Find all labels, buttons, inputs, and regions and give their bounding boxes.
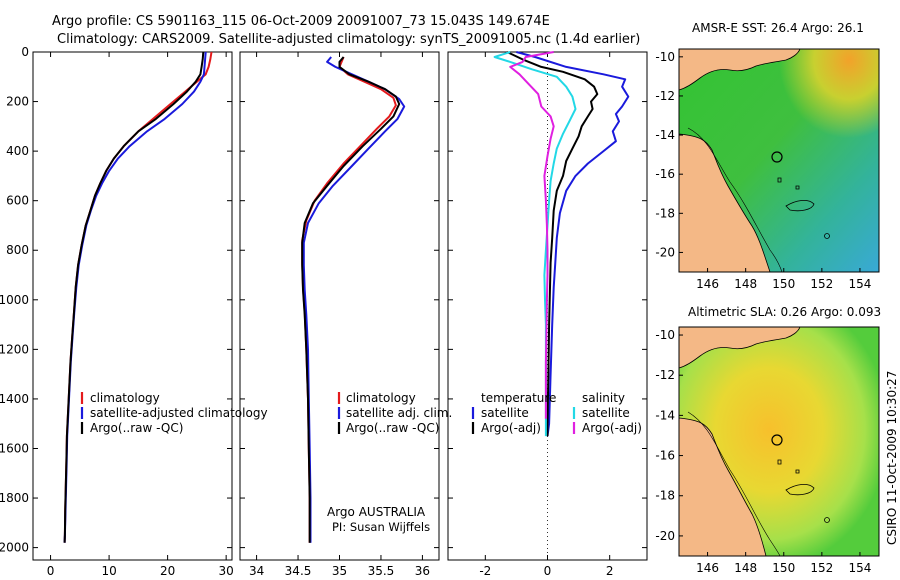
sla-map-axes: 146 148 150 152 154 -10 -12 -14 -16 -18 -20: [655, 328, 871, 575]
map-x-tick-label: 152: [810, 277, 833, 291]
map-x-tick-label: 150: [772, 561, 795, 575]
sla-land-new-guinea: [679, 327, 801, 369]
x-tick-label: 34.5: [285, 564, 312, 578]
legend-temperature-title: temperature: [481, 391, 556, 405]
map-x-tick-label: 148: [734, 277, 757, 291]
difference-series-temperature-satellite: [516, 51, 630, 437]
salinity-legend: climatology satellite adj. clim. Argo(..…: [327, 391, 452, 534]
x-tick-label: 2: [606, 564, 614, 578]
sst-map-title: AMSR-E SST: 26.4 Argo: 26.1: [692, 21, 864, 35]
sla-island: [824, 517, 830, 523]
x-tick-label: 10: [101, 564, 116, 578]
map-y-tick-label: -14: [655, 408, 675, 422]
legend-satellite: satellite adj. clim.: [346, 406, 452, 420]
difference-legend: temperature salinity satellite Argo(-adj…: [471, 391, 642, 435]
difference-series-temperature-argo-adj-: [506, 51, 599, 437]
difference-series-salinity-argo-adj-: [509, 51, 555, 419]
sst-land-new-guinea: [679, 49, 801, 91]
sla-map-title: Altimetric SLA: 0.26 Argo: 0.093: [688, 305, 881, 319]
x-tick-label: 30: [219, 564, 234, 578]
map-y-tick-label: -18: [655, 489, 675, 503]
difference-series-salinity-satellite: [493, 51, 577, 437]
sla-map-frame: [678, 326, 880, 557]
map-x-tick-label: 150: [772, 277, 795, 291]
map-y-tick-label: -18: [655, 206, 675, 220]
legend-sal-argo: Argo(-adj): [582, 421, 642, 435]
sst-land-australia: [679, 133, 771, 272]
y-tick-label: 1400: [0, 392, 29, 406]
temperature-panel: 0102030temperature0200400600800100012001…: [0, 45, 234, 580]
x-tick-label: -2: [479, 564, 491, 578]
x-tick-label: 20: [160, 564, 175, 578]
sst-argo-marker: [771, 151, 783, 163]
side-timestamp: CSIRO 11-Oct-2009 10:30:27: [885, 371, 899, 545]
map-x-tick-label: 148: [734, 561, 757, 575]
temperature-series-argo-raw-qc-: [63, 51, 205, 543]
temperature-frame: [32, 51, 233, 561]
y-tick-label: 1600: [0, 441, 29, 455]
y-tick-label: 2000: [0, 541, 29, 555]
x-tick-label: 36: [415, 564, 430, 578]
sla-land-australia: [679, 417, 767, 556]
y-tick-label: 0: [21, 45, 29, 59]
pi-label: PI: Susan Wijffels: [332, 520, 430, 534]
sst-island: [824, 233, 830, 239]
map-y-tick-label: -20: [655, 529, 675, 543]
legend-temp-satellite: satellite: [481, 406, 529, 420]
legend-temp-argo: Argo(-adj): [481, 421, 541, 435]
y-tick-label: 1800: [0, 491, 29, 505]
legend-satellite: satellite-adjusted climatology: [90, 406, 268, 420]
map-y-tick-label: -12: [655, 368, 675, 382]
argo-australia-label: Argo AUSTRALIA: [327, 505, 426, 519]
map-y-tick-label: -10: [655, 328, 675, 342]
map-y-tick-label: -20: [655, 245, 675, 259]
salinity-frame: [239, 51, 440, 561]
legend-argo: Argo(..raw -QC): [346, 421, 439, 435]
map-x-tick-label: 154: [848, 277, 871, 291]
header-line-2: Climatology: CARS2009. Satellite-adjuste…: [57, 32, 640, 47]
map-x-tick-label: 146: [696, 561, 719, 575]
sst-shelf-contour: [687, 127, 783, 272]
header-line-1: Argo profile: CS 5901163_115 06-Oct-2009…: [52, 14, 550, 29]
map-y-tick-label: -10: [655, 50, 675, 64]
temperature-legend: climatology satellite-adjusted climatolo…: [80, 391, 268, 435]
legend-argo: Argo(..raw -QC): [90, 421, 183, 435]
sla-shelf-contour: [687, 411, 781, 556]
map-y-tick-label: -12: [655, 89, 675, 103]
legend-climatology: climatology: [346, 391, 416, 405]
y-tick-label: 200: [6, 95, 29, 109]
x-tick-label: 0: [47, 564, 55, 578]
sst-map-frame: [678, 48, 880, 273]
map-y-tick-label: -14: [655, 128, 675, 142]
map-y-tick-label: -16: [655, 167, 675, 181]
map-y-tick-label: -16: [655, 449, 675, 463]
sst-map: [679, 49, 879, 272]
sst-map-axes: 146 148 150 152 154 -10 -12 -14 -16 -18 -20: [655, 50, 871, 291]
sla-argo-marker: [771, 434, 783, 446]
x-tick-label: 0: [544, 564, 552, 578]
y-tick-label: 1000: [0, 293, 29, 307]
map-x-tick-label: 146: [696, 277, 719, 291]
difference-panel: -202difference from climatology: [447, 51, 648, 580]
y-tick-label: 400: [6, 144, 29, 158]
y-tick-label: 800: [6, 243, 29, 257]
sst-reefs: [777, 177, 815, 212]
legend-sal-satellite: satellite: [582, 406, 630, 420]
salinity-series-argo-raw-qc-: [301, 56, 401, 543]
sla-map: [679, 327, 879, 556]
map-x-tick-label: 154: [848, 561, 871, 575]
x-tick-label: 35: [332, 564, 347, 578]
sla-reefs: [777, 459, 815, 496]
legend-salinity-title: salinity: [582, 391, 625, 405]
legend-climatology: climatology: [90, 391, 160, 405]
y-tick-label: 600: [6, 194, 29, 208]
x-tick-label: 34: [249, 564, 264, 578]
x-tick-label: 35.5: [368, 564, 395, 578]
map-x-tick-label: 152: [810, 561, 833, 575]
y-tick-label: 1200: [0, 342, 29, 356]
